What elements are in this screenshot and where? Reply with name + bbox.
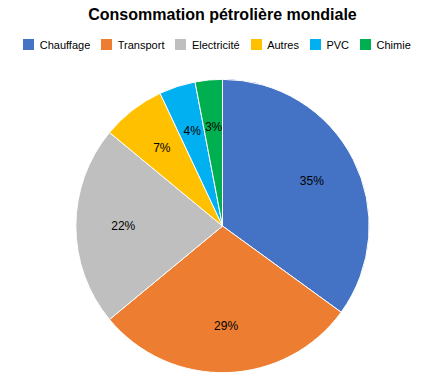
html-text:Autres: Autres (267, 38, 299, 51)
html-text:Consommation pétrolière mondia: Consommation pétrolière mondiale (88, 6, 357, 23)
svg-text:3%: 3% (205, 120, 223, 134)
html-text:Transport: Transport (117, 38, 165, 51)
svg-text:4%: 4% (184, 124, 202, 138)
svg-text:35%: 35% (300, 174, 324, 188)
svg-text:29%: 29% (214, 319, 238, 333)
html-text:PVC: PVC (326, 38, 350, 51)
html-text:Chauffage: Chauffage (39, 38, 91, 51)
html-text:Chimie: Chimie (376, 38, 411, 51)
html-text:Electricité: Electricité (192, 38, 240, 51)
svg-text:7%: 7% (153, 140, 171, 154)
svg-text:22%: 22% (111, 219, 135, 233)
